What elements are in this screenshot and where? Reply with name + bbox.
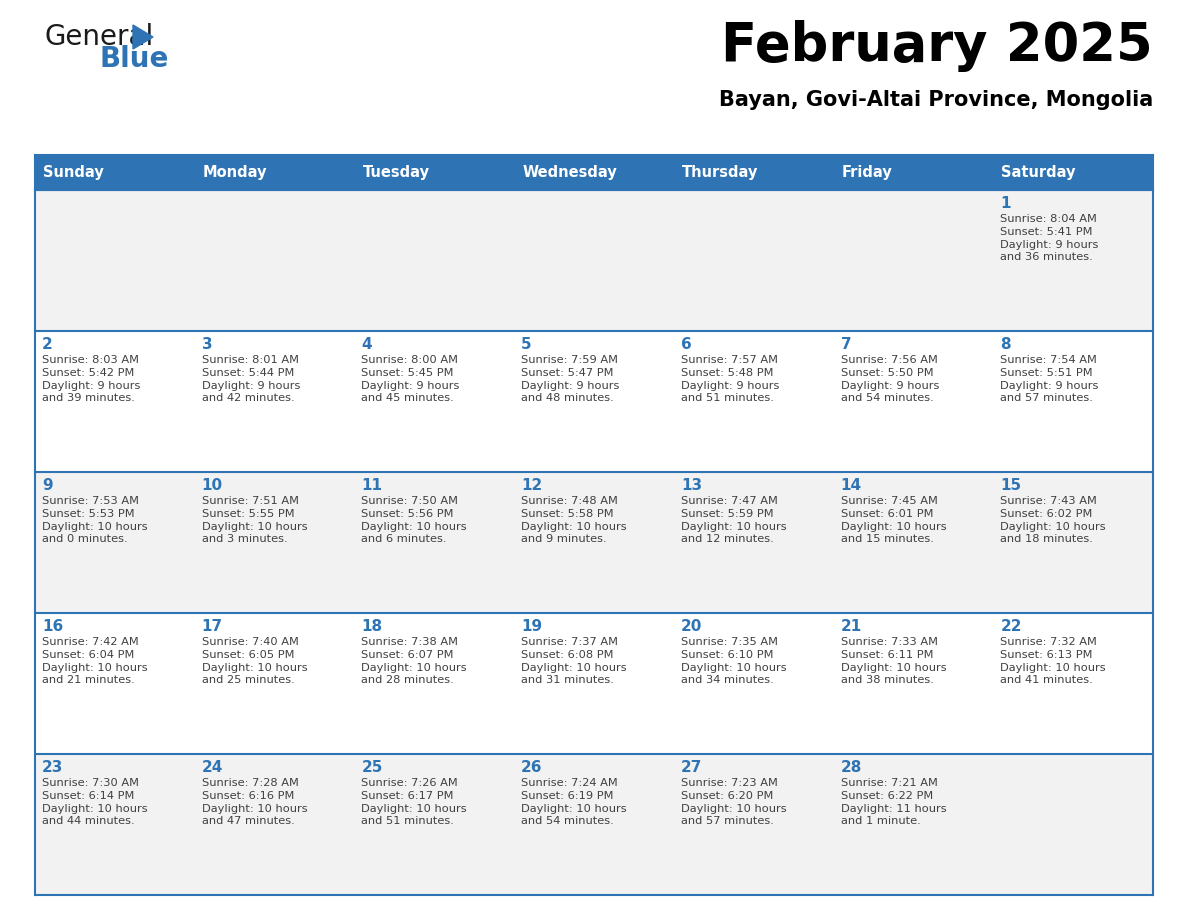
Text: Sunrise: 7:50 AM
Sunset: 5:56 PM
Daylight: 10 hours
and 6 minutes.: Sunrise: 7:50 AM Sunset: 5:56 PM Dayligh… bbox=[361, 496, 467, 544]
Text: Monday: Monday bbox=[203, 165, 267, 180]
Text: 27: 27 bbox=[681, 760, 702, 775]
Text: 22: 22 bbox=[1000, 619, 1022, 634]
Text: Sunrise: 7:35 AM
Sunset: 6:10 PM
Daylight: 10 hours
and 34 minutes.: Sunrise: 7:35 AM Sunset: 6:10 PM Dayligh… bbox=[681, 637, 786, 686]
Bar bbox=[34, 155, 1154, 190]
Text: 14: 14 bbox=[841, 478, 861, 493]
Text: Sunrise: 8:04 AM
Sunset: 5:41 PM
Daylight: 9 hours
and 36 minutes.: Sunrise: 8:04 AM Sunset: 5:41 PM Dayligh… bbox=[1000, 214, 1099, 263]
Text: Sunrise: 7:24 AM
Sunset: 6:19 PM
Daylight: 10 hours
and 54 minutes.: Sunrise: 7:24 AM Sunset: 6:19 PM Dayligh… bbox=[522, 778, 627, 826]
Text: Thursday: Thursday bbox=[682, 165, 758, 180]
Text: 6: 6 bbox=[681, 337, 691, 352]
Text: Sunrise: 7:42 AM
Sunset: 6:04 PM
Daylight: 10 hours
and 21 minutes.: Sunrise: 7:42 AM Sunset: 6:04 PM Dayligh… bbox=[42, 637, 147, 686]
Text: 26: 26 bbox=[522, 760, 543, 775]
Bar bbox=[34, 190, 1154, 331]
Text: Sunrise: 7:54 AM
Sunset: 5:51 PM
Daylight: 9 hours
and 57 minutes.: Sunrise: 7:54 AM Sunset: 5:51 PM Dayligh… bbox=[1000, 355, 1099, 403]
Text: 18: 18 bbox=[361, 619, 383, 634]
Text: Sunrise: 7:56 AM
Sunset: 5:50 PM
Daylight: 9 hours
and 54 minutes.: Sunrise: 7:56 AM Sunset: 5:50 PM Dayligh… bbox=[841, 355, 939, 403]
Text: 24: 24 bbox=[202, 760, 223, 775]
Polygon shape bbox=[133, 25, 153, 49]
Text: 2: 2 bbox=[42, 337, 52, 352]
Text: Sunrise: 7:33 AM
Sunset: 6:11 PM
Daylight: 10 hours
and 38 minutes.: Sunrise: 7:33 AM Sunset: 6:11 PM Dayligh… bbox=[841, 637, 946, 686]
Text: Blue: Blue bbox=[100, 45, 170, 73]
Text: Sunrise: 7:51 AM
Sunset: 5:55 PM
Daylight: 10 hours
and 3 minutes.: Sunrise: 7:51 AM Sunset: 5:55 PM Dayligh… bbox=[202, 496, 308, 544]
Bar bbox=[34, 331, 1154, 472]
Text: Sunrise: 8:03 AM
Sunset: 5:42 PM
Daylight: 9 hours
and 39 minutes.: Sunrise: 8:03 AM Sunset: 5:42 PM Dayligh… bbox=[42, 355, 140, 403]
Text: Sunrise: 7:28 AM
Sunset: 6:16 PM
Daylight: 10 hours
and 47 minutes.: Sunrise: 7:28 AM Sunset: 6:16 PM Dayligh… bbox=[202, 778, 308, 826]
Text: 19: 19 bbox=[522, 619, 542, 634]
Bar bbox=[34, 613, 1154, 754]
Text: 3: 3 bbox=[202, 337, 213, 352]
Text: Wednesday: Wednesday bbox=[523, 165, 617, 180]
Text: Sunrise: 7:23 AM
Sunset: 6:20 PM
Daylight: 10 hours
and 57 minutes.: Sunrise: 7:23 AM Sunset: 6:20 PM Dayligh… bbox=[681, 778, 786, 826]
Text: Sunrise: 7:43 AM
Sunset: 6:02 PM
Daylight: 10 hours
and 18 minutes.: Sunrise: 7:43 AM Sunset: 6:02 PM Dayligh… bbox=[1000, 496, 1106, 544]
Text: Sunrise: 7:59 AM
Sunset: 5:47 PM
Daylight: 9 hours
and 48 minutes.: Sunrise: 7:59 AM Sunset: 5:47 PM Dayligh… bbox=[522, 355, 619, 403]
Text: Sunrise: 7:40 AM
Sunset: 6:05 PM
Daylight: 10 hours
and 25 minutes.: Sunrise: 7:40 AM Sunset: 6:05 PM Dayligh… bbox=[202, 637, 308, 686]
Text: 17: 17 bbox=[202, 619, 223, 634]
Text: Sunrise: 8:01 AM
Sunset: 5:44 PM
Daylight: 9 hours
and 42 minutes.: Sunrise: 8:01 AM Sunset: 5:44 PM Dayligh… bbox=[202, 355, 301, 403]
Text: 8: 8 bbox=[1000, 337, 1011, 352]
Text: Sunrise: 7:45 AM
Sunset: 6:01 PM
Daylight: 10 hours
and 15 minutes.: Sunrise: 7:45 AM Sunset: 6:01 PM Dayligh… bbox=[841, 496, 946, 544]
Text: 10: 10 bbox=[202, 478, 223, 493]
Text: Bayan, Govi-Altai Province, Mongolia: Bayan, Govi-Altai Province, Mongolia bbox=[719, 90, 1154, 110]
Text: 5: 5 bbox=[522, 337, 532, 352]
Text: 9: 9 bbox=[42, 478, 52, 493]
Text: 20: 20 bbox=[681, 619, 702, 634]
Text: 28: 28 bbox=[841, 760, 862, 775]
Text: 23: 23 bbox=[42, 760, 63, 775]
Text: Sunrise: 7:30 AM
Sunset: 6:14 PM
Daylight: 10 hours
and 44 minutes.: Sunrise: 7:30 AM Sunset: 6:14 PM Dayligh… bbox=[42, 778, 147, 826]
Text: February 2025: February 2025 bbox=[721, 20, 1154, 72]
Text: Sunrise: 7:57 AM
Sunset: 5:48 PM
Daylight: 9 hours
and 51 minutes.: Sunrise: 7:57 AM Sunset: 5:48 PM Dayligh… bbox=[681, 355, 779, 403]
Text: 21: 21 bbox=[841, 619, 861, 634]
Text: 7: 7 bbox=[841, 337, 851, 352]
Text: General: General bbox=[45, 23, 154, 51]
Text: 4: 4 bbox=[361, 337, 372, 352]
Text: Sunrise: 7:37 AM
Sunset: 6:08 PM
Daylight: 10 hours
and 31 minutes.: Sunrise: 7:37 AM Sunset: 6:08 PM Dayligh… bbox=[522, 637, 627, 686]
Text: Sunrise: 8:00 AM
Sunset: 5:45 PM
Daylight: 9 hours
and 45 minutes.: Sunrise: 8:00 AM Sunset: 5:45 PM Dayligh… bbox=[361, 355, 460, 403]
Text: 12: 12 bbox=[522, 478, 543, 493]
Text: Sunrise: 7:53 AM
Sunset: 5:53 PM
Daylight: 10 hours
and 0 minutes.: Sunrise: 7:53 AM Sunset: 5:53 PM Dayligh… bbox=[42, 496, 147, 544]
Text: 1: 1 bbox=[1000, 196, 1011, 211]
Text: Sunrise: 7:21 AM
Sunset: 6:22 PM
Daylight: 11 hours
and 1 minute.: Sunrise: 7:21 AM Sunset: 6:22 PM Dayligh… bbox=[841, 778, 946, 826]
Bar bbox=[34, 472, 1154, 613]
Text: Sunrise: 7:38 AM
Sunset: 6:07 PM
Daylight: 10 hours
and 28 minutes.: Sunrise: 7:38 AM Sunset: 6:07 PM Dayligh… bbox=[361, 637, 467, 686]
Text: Sunrise: 7:48 AM
Sunset: 5:58 PM
Daylight: 10 hours
and 9 minutes.: Sunrise: 7:48 AM Sunset: 5:58 PM Dayligh… bbox=[522, 496, 627, 544]
Text: Sunrise: 7:32 AM
Sunset: 6:13 PM
Daylight: 10 hours
and 41 minutes.: Sunrise: 7:32 AM Sunset: 6:13 PM Dayligh… bbox=[1000, 637, 1106, 686]
Bar bbox=[34, 754, 1154, 895]
Text: Friday: Friday bbox=[841, 165, 892, 180]
Text: 25: 25 bbox=[361, 760, 383, 775]
Text: 16: 16 bbox=[42, 619, 63, 634]
Text: 13: 13 bbox=[681, 478, 702, 493]
Text: Sunrise: 7:26 AM
Sunset: 6:17 PM
Daylight: 10 hours
and 51 minutes.: Sunrise: 7:26 AM Sunset: 6:17 PM Dayligh… bbox=[361, 778, 467, 826]
Text: Tuesday: Tuesday bbox=[362, 165, 429, 180]
Text: Saturday: Saturday bbox=[1001, 165, 1076, 180]
Text: 15: 15 bbox=[1000, 478, 1022, 493]
Text: Sunrise: 7:47 AM
Sunset: 5:59 PM
Daylight: 10 hours
and 12 minutes.: Sunrise: 7:47 AM Sunset: 5:59 PM Dayligh… bbox=[681, 496, 786, 544]
Text: 11: 11 bbox=[361, 478, 383, 493]
Text: Sunday: Sunday bbox=[43, 165, 103, 180]
